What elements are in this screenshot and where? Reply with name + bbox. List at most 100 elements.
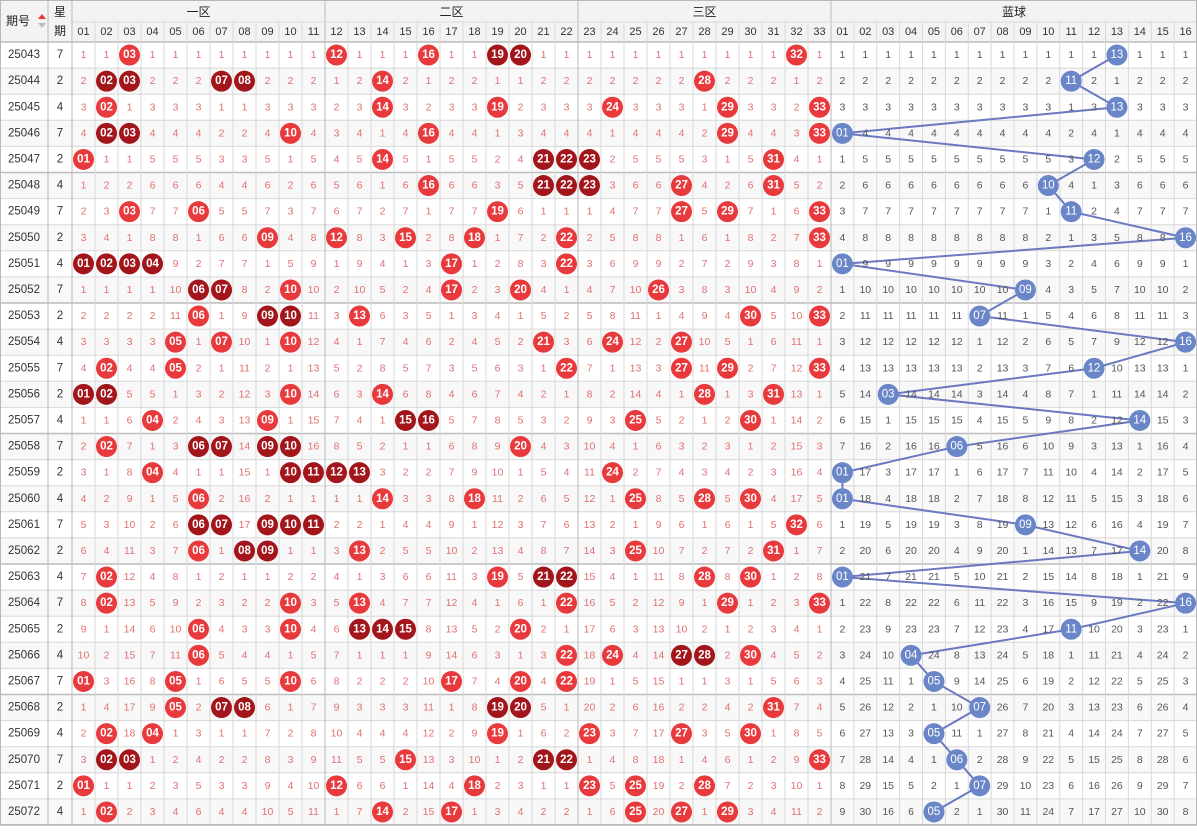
- red-miss-value: 1: [541, 49, 547, 61]
- red-miss-value: 1: [242, 571, 248, 583]
- blue-miss-value: 15: [1157, 414, 1169, 426]
- red-ball: [510, 436, 531, 458]
- blue-ball: [923, 801, 945, 823]
- red-miss-value: 1: [564, 702, 570, 714]
- red-miss-value: 3: [748, 101, 754, 113]
- red-miss-value: 1: [288, 414, 294, 426]
- blue-miss-value: 10: [974, 284, 986, 296]
- red-miss-value: 2: [610, 153, 616, 165]
- red-ball: [326, 775, 347, 797]
- red-miss-value: 5: [564, 493, 570, 505]
- red-column-number: 26: [652, 26, 664, 38]
- red-miss-value: 13: [239, 414, 251, 426]
- blue-miss-value: 21: [905, 571, 917, 583]
- red-miss-value: 4: [357, 728, 363, 740]
- red-miss-value: 6: [403, 388, 409, 400]
- blue-miss-value: 17: [1088, 806, 1100, 818]
- blue-miss-value: 3: [840, 336, 846, 348]
- red-miss-value: 2: [679, 75, 685, 87]
- red-ball-number: 01: [77, 675, 90, 687]
- blue-miss-value: 8: [1023, 493, 1029, 505]
- red-miss-value: 9: [794, 284, 800, 296]
- blue-miss-value: 1: [1023, 545, 1029, 557]
- red-miss-value: 7: [794, 702, 800, 714]
- red-miss-value: 1: [817, 258, 823, 270]
- red-miss-value: 2: [564, 414, 570, 426]
- red-column-number: 12: [330, 26, 342, 38]
- blue-miss-value: 2: [977, 75, 983, 87]
- red-miss-value: 10: [354, 284, 366, 296]
- blue-miss-value: 27: [859, 728, 871, 740]
- blue-miss-value: 12: [1111, 414, 1123, 426]
- blue-miss-value: 26: [859, 702, 871, 714]
- red-ball: [740, 644, 761, 666]
- blue-miss-value: 4: [840, 232, 846, 244]
- blue-miss-value: 2: [1091, 206, 1097, 218]
- blue-miss-value: 6: [1183, 180, 1189, 192]
- red-miss-value: 2: [265, 597, 271, 609]
- red-miss-value: 1: [541, 362, 547, 374]
- red-miss-value: 1: [334, 493, 340, 505]
- red-miss-value: 10: [699, 336, 711, 348]
- red-ball-number: 03: [123, 75, 136, 87]
- red-miss-value: 3: [150, 545, 156, 557]
- blue-ball: [1175, 227, 1197, 249]
- red-miss-value: 14: [446, 649, 458, 661]
- red-miss-value: 4: [449, 780, 455, 792]
- blue-miss-value: 7: [885, 571, 891, 583]
- red-miss-value: 5: [265, 675, 271, 687]
- red-miss-value: 2: [817, 806, 823, 818]
- blue-miss-value: 1: [840, 49, 846, 61]
- red-miss-value: 5: [541, 310, 547, 322]
- red-miss-value: 8: [150, 675, 156, 687]
- blue-miss-value: 22: [1157, 597, 1169, 609]
- blue-miss-value: 11: [1134, 310, 1145, 322]
- blue-miss-value: 11: [1157, 310, 1168, 322]
- blue-ball-header: 蓝球: [1002, 5, 1026, 19]
- red-miss-value: 10: [653, 545, 665, 557]
- red-miss-value: 4: [426, 519, 432, 531]
- red-miss-value: 4: [564, 127, 570, 139]
- red-miss-value: 1: [748, 597, 754, 609]
- blue-miss-value: 6: [862, 180, 868, 192]
- weekday: 4: [57, 101, 64, 113]
- red-miss-value: 8: [633, 754, 639, 766]
- red-miss-value: 5: [771, 519, 777, 531]
- red-miss-value: 1: [219, 362, 225, 374]
- red-miss-value: 1: [127, 780, 133, 792]
- red-miss-value: 1: [81, 49, 87, 61]
- blue-miss-value: 13: [1088, 702, 1100, 714]
- red-miss-value: 10: [676, 623, 688, 635]
- blue-miss-value: 2: [954, 75, 960, 87]
- red-miss-value: 2: [656, 336, 662, 348]
- red-ball: [395, 227, 416, 249]
- blue-miss-value: 7: [977, 493, 983, 505]
- blue-miss-value: 7: [1023, 702, 1029, 714]
- issue-number: 25048: [8, 180, 40, 192]
- row-stripe: [0, 68, 1197, 95]
- red-miss-value: 2: [702, 545, 708, 557]
- red-miss-value: 9: [242, 310, 248, 322]
- weekday: 7: [57, 519, 63, 531]
- red-miss-value: 3: [725, 441, 731, 453]
- red-ball: [809, 201, 830, 223]
- red-miss-value: 4: [679, 127, 685, 139]
- red-miss-value: 1: [265, 49, 271, 61]
- red-miss-value: 5: [610, 597, 616, 609]
- red-miss-value: 6: [334, 388, 340, 400]
- red-miss-value: 1: [403, 49, 409, 61]
- red-miss-value: 3: [196, 101, 202, 113]
- red-miss-value: 2: [403, 467, 409, 479]
- red-miss-value: 4: [587, 284, 593, 296]
- blue-miss-value: 7: [1137, 206, 1143, 218]
- red-ball: [280, 305, 301, 327]
- blue-miss-value: 18: [859, 493, 871, 505]
- red-miss-value: 7: [357, 806, 363, 818]
- red-ball-number: 33: [813, 206, 826, 218]
- red-miss-value: 1: [104, 414, 110, 426]
- blue-miss-value: 2: [840, 623, 846, 635]
- red-miss-value: 3: [357, 101, 363, 113]
- red-ball: [119, 122, 140, 144]
- red-miss-value: 2: [127, 806, 133, 818]
- red-ball: [142, 462, 163, 484]
